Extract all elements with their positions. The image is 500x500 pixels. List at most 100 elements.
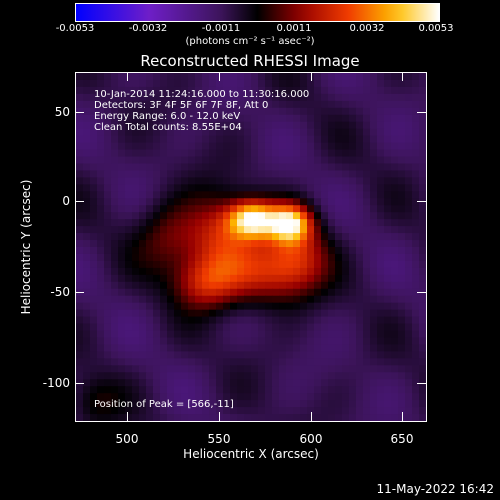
- heatmap-cell: [97, 260, 105, 269]
- heatmap-cell: [132, 170, 140, 178]
- heatmap-cell: [209, 226, 217, 234]
- heatmap-cell: [118, 400, 126, 408]
- heatmap-cell: [251, 163, 259, 172]
- heatmap-cell: [363, 149, 371, 158]
- heatmap-cell: [125, 135, 133, 144]
- heatmap-cell: [237, 86, 245, 95]
- heatmap-cell: [76, 267, 84, 276]
- heatmap-cell: [125, 100, 133, 109]
- heatmap-cell: [349, 351, 357, 359]
- heatmap-cell: [83, 295, 91, 304]
- heatmap-cell: [132, 288, 140, 297]
- heatmap-cell: [286, 163, 294, 172]
- heatmap-cell: [391, 400, 399, 408]
- heatmap-cell: [300, 121, 308, 130]
- heatmap-cell: [279, 121, 287, 130]
- heatmap-cell: [195, 240, 203, 248]
- heatmap-cell: [167, 309, 175, 318]
- heatmap-cell: [167, 107, 175, 116]
- heatmap-cell: [391, 302, 399, 311]
- heatmap-cell: [328, 184, 336, 192]
- heatmap-cell: [97, 198, 105, 206]
- heatmap-cell: [391, 393, 399, 401]
- heatmap-cell: [307, 205, 315, 213]
- heatmap-cell: [335, 400, 343, 408]
- heatmap-cell: [139, 323, 147, 332]
- heatmap-cell: [286, 253, 294, 262]
- heatmap-cell: [265, 400, 273, 408]
- heatmap-cell: [265, 344, 273, 352]
- heatmap-cell: [370, 267, 378, 276]
- heatmap-cell: [125, 323, 133, 332]
- heatmap-cell: [188, 309, 196, 318]
- heatmap-cell: [202, 100, 210, 109]
- axis-tick-mark: [402, 72, 403, 81]
- heatmap-cell: [146, 274, 154, 283]
- heatmap-cell: [181, 295, 189, 304]
- heatmap-cell: [258, 219, 266, 227]
- axis-tick-mark: [219, 412, 220, 421]
- heatmap-cell: [265, 295, 273, 304]
- heatmap-cell: [412, 73, 420, 81]
- heatmap-cell: [419, 316, 426, 325]
- heatmap-cell: [307, 358, 315, 366]
- heatmap-cell: [139, 191, 147, 199]
- heatmap-cell: [139, 281, 147, 290]
- heatmap-cell: [202, 358, 210, 366]
- heatmap-cell: [300, 281, 308, 290]
- heatmap-cell: [83, 100, 91, 109]
- heatmap-cell: [419, 372, 426, 380]
- heatmap-cell: [90, 240, 98, 248]
- heatmap-cell: [300, 260, 308, 269]
- heatmap-cell: [209, 93, 217, 102]
- heatmap-cell: [419, 93, 426, 102]
- heatmap-cell: [251, 205, 259, 213]
- heatmap-cell: [139, 247, 147, 255]
- heatmap-cell: [258, 253, 266, 262]
- heatmap-cell: [188, 240, 196, 248]
- heatmap-cell: [335, 407, 343, 415]
- heatmap-cell: [321, 288, 329, 297]
- detectors-text: Detectors: 3F 4F 5F 6F 7F 8F, Att 0: [94, 100, 269, 111]
- heatmap-cell: [286, 198, 294, 206]
- heatmap-cell: [83, 379, 91, 387]
- heatmap-cell: [230, 267, 238, 276]
- heatmap-cell: [104, 288, 112, 297]
- heatmap-cell: [405, 274, 413, 283]
- heatmap-cell: [188, 302, 196, 311]
- heatmap-cell: [132, 79, 140, 88]
- heatmap-cell: [153, 135, 161, 144]
- heatmap-cell: [370, 156, 378, 165]
- heatmap-cell: [307, 330, 315, 339]
- heatmap-cell: [90, 100, 98, 109]
- heatmap-cell: [286, 142, 294, 151]
- heatmap-cell: [83, 233, 91, 241]
- heatmap-cell: [146, 107, 154, 116]
- heatmap-cell: [363, 260, 371, 269]
- heatmap-cell: [349, 191, 357, 199]
- heatmap-cell: [300, 205, 308, 213]
- heatmap-cell: [195, 163, 203, 172]
- heatmap-cell: [258, 414, 266, 421]
- heatmap-cell: [97, 86, 105, 95]
- heatmap-cell: [223, 414, 231, 421]
- heatmap-cell: [174, 100, 182, 109]
- heatmap-cell: [328, 372, 336, 380]
- heatmap-cell: [328, 156, 336, 165]
- heatmap-cell: [258, 358, 266, 366]
- heatmap-cell: [181, 177, 189, 185]
- heatmap-cell: [398, 219, 406, 227]
- heatmap-cell: [349, 379, 357, 387]
- heatmap-cell: [237, 351, 245, 359]
- heatmap-cell: [153, 337, 161, 346]
- heatmap-cell: [321, 156, 329, 165]
- heatmap-cell: [370, 316, 378, 325]
- heatmap-cell: [279, 309, 287, 318]
- heatmap-cell: [328, 135, 336, 144]
- heatmap-cell: [398, 274, 406, 283]
- heatmap-cell: [111, 393, 119, 401]
- heatmap-cell: [132, 414, 140, 421]
- heatmap-cell: [328, 100, 336, 109]
- heatmap-cell: [125, 212, 133, 220]
- heatmap-cell: [356, 372, 364, 380]
